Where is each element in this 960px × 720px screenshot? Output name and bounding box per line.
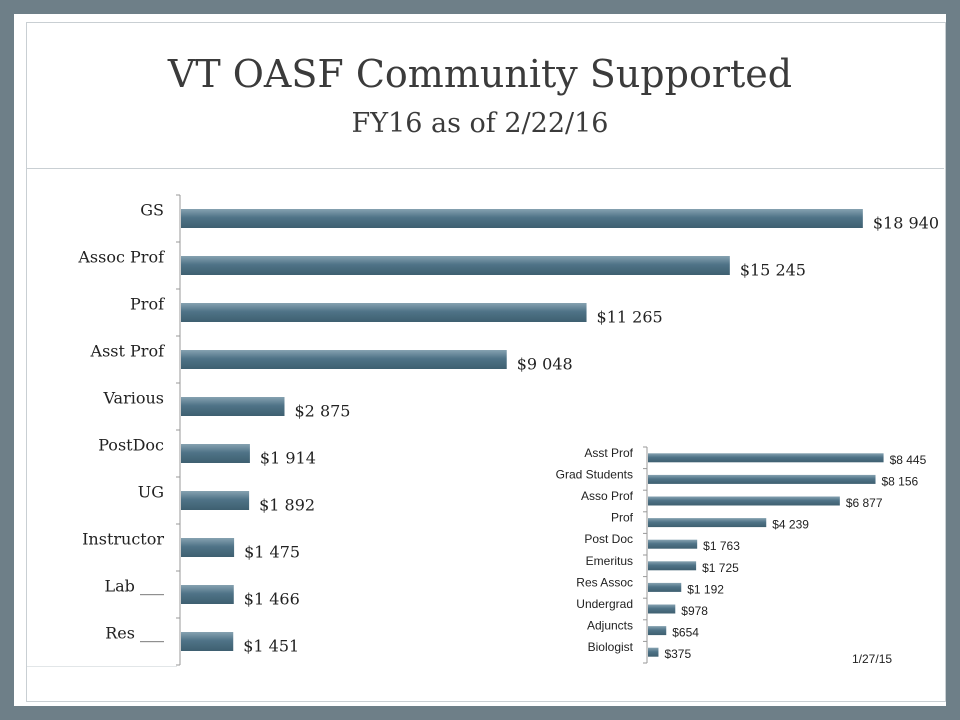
bar xyxy=(181,538,235,557)
category-label: UG xyxy=(138,483,164,502)
data-label: $1 892 xyxy=(259,496,315,515)
page-subtitle: FY16 as of 2/22/16 xyxy=(351,108,609,139)
bar xyxy=(181,350,507,369)
category-label: Post Doc xyxy=(584,532,633,546)
bar xyxy=(648,518,767,528)
bar xyxy=(648,626,667,636)
data-label: $1 192 xyxy=(687,582,724,596)
bar xyxy=(181,632,234,651)
data-label: $654 xyxy=(672,626,699,640)
data-label: $11 265 xyxy=(597,308,663,327)
category-label: Assoc Prof xyxy=(77,248,165,267)
bar xyxy=(181,444,250,463)
category-label: Asst Prof xyxy=(90,342,166,361)
category-label: Lab ___ xyxy=(105,577,165,596)
category-label: Grad Students xyxy=(556,467,633,481)
title-area xyxy=(27,23,944,169)
bar xyxy=(181,397,285,416)
data-label: $1 466 xyxy=(244,590,300,609)
data-label: $1 725 xyxy=(702,561,739,575)
category-label: Undergrad xyxy=(576,597,633,611)
bar xyxy=(181,209,863,228)
category-label: Prof xyxy=(130,295,165,314)
data-label: $1 475 xyxy=(244,543,300,562)
bar xyxy=(648,582,682,592)
data-label: $978 xyxy=(681,604,708,618)
data-label: $9 048 xyxy=(517,355,573,374)
data-label: $8 156 xyxy=(882,474,919,488)
category-label: Asso Prof xyxy=(581,489,634,503)
date-note: 1/27/15 xyxy=(852,652,893,666)
data-label: $375 xyxy=(664,647,691,661)
footer-divider xyxy=(27,666,177,667)
bar xyxy=(181,491,250,510)
bar xyxy=(181,256,730,275)
data-label: $1 763 xyxy=(703,539,740,553)
data-label: $18 940 xyxy=(873,214,939,233)
data-label: $8 445 xyxy=(890,453,927,467)
category-label: Emeritus xyxy=(586,554,633,568)
category-label: Asst Prof xyxy=(584,446,633,460)
bar xyxy=(648,604,676,614)
category-label: Prof xyxy=(611,511,634,525)
bar xyxy=(648,539,698,549)
category-label: GS xyxy=(140,201,164,220)
data-label: $4 239 xyxy=(772,518,809,532)
category-label: Res ___ xyxy=(105,624,164,643)
bar xyxy=(648,561,697,571)
category-label: PostDoc xyxy=(98,436,164,455)
bar xyxy=(181,585,234,604)
data-label: $1 914 xyxy=(260,449,316,468)
category-label: Biologist xyxy=(588,640,634,654)
bar xyxy=(648,496,840,506)
category-label: Adjuncts xyxy=(587,619,633,633)
data-label: $1 451 xyxy=(243,637,299,656)
category-label: Res Assoc xyxy=(576,575,633,589)
data-label: $6 877 xyxy=(846,496,883,510)
bar xyxy=(648,453,884,463)
slide-inner-border xyxy=(26,22,946,702)
bar xyxy=(648,474,876,484)
page-title: VT OASF Community Supported xyxy=(167,52,793,96)
data-label: $2 875 xyxy=(295,402,351,421)
data-label: $15 245 xyxy=(740,261,806,280)
category-label: Instructor xyxy=(82,530,164,549)
bar xyxy=(648,647,659,657)
category-label: Various xyxy=(102,389,164,408)
bar xyxy=(181,303,587,322)
